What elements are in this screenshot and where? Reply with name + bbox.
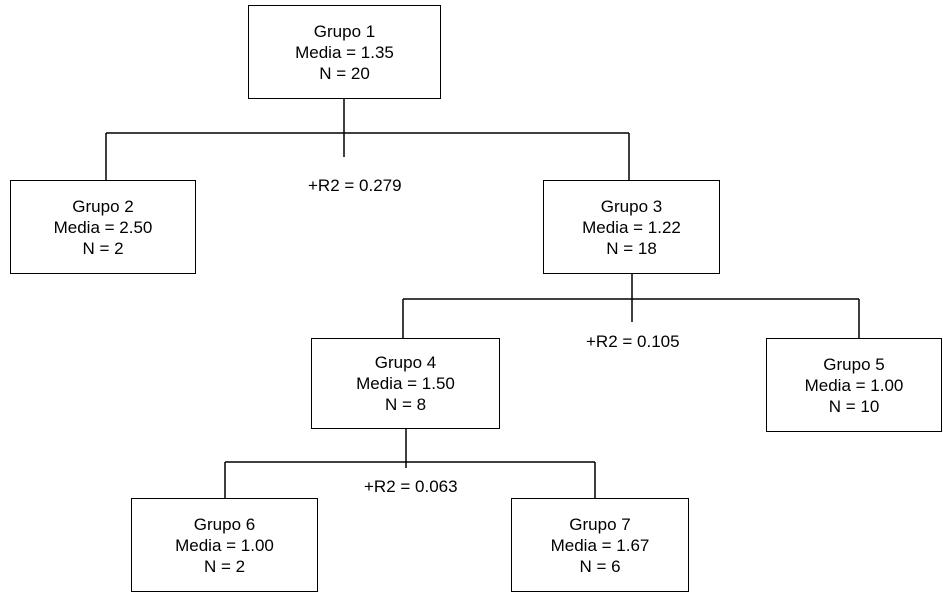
node-group-label: Grupo 3 [600,196,663,216]
node-grupo-7: Grupo 7 Media = 1.67 N = 6 [511,498,689,592]
node-media-value: Media = 1.22 [582,217,681,237]
node-media-value: Media = 1.50 [356,374,455,393]
node-n-value: N = 2 [82,238,124,258]
node-n-value: N = 8 [384,395,427,414]
node-grupo-5: Grupo 5 Media = 1.00 N = 10 [766,338,942,432]
node-n-value: N = 2 [203,556,246,576]
node-media-value: Media = 1.35 [295,42,394,62]
node-group-label: Grupo 1 [313,21,376,41]
node-group-label: Grupo 7 [569,514,631,534]
node-group-label: Grupo 6 [193,514,256,534]
node-media-value: Media = 1.67 [550,535,650,555]
split-r2-label-2: +R2 = 0.105 [586,332,680,351]
node-group-label: Grupo 2 [72,196,134,216]
node-media-value: Media = 1.00 [804,375,904,395]
node-grupo-6: Grupo 6 Media = 1.00 N = 2 [131,498,318,592]
node-grupo-1: Grupo 1 Media = 1.35 N = 20 [248,5,441,99]
split-r2-label-3: +R2 = 0.063 [364,477,458,496]
split-r2-label-1: +R2 = 0.279 [308,176,402,195]
node-group-label: Grupo 5 [823,354,885,374]
node-media-value: Media = 2.50 [53,217,153,237]
node-n-value: N = 10 [828,396,880,416]
node-grupo-2: Grupo 2 Media = 2.50 N = 2 [10,180,196,274]
node-n-value: N = 20 [319,63,370,83]
node-n-value: N = 18 [606,238,657,258]
node-group-label: Grupo 4 [374,353,437,372]
node-grupo-4: Grupo 4 Media = 1.50 N = 8 [311,338,500,429]
node-grupo-3: Grupo 3 Media = 1.22 N = 18 [543,180,720,274]
node-n-value: N = 6 [579,556,621,576]
node-media-value: Media = 1.00 [175,535,274,555]
